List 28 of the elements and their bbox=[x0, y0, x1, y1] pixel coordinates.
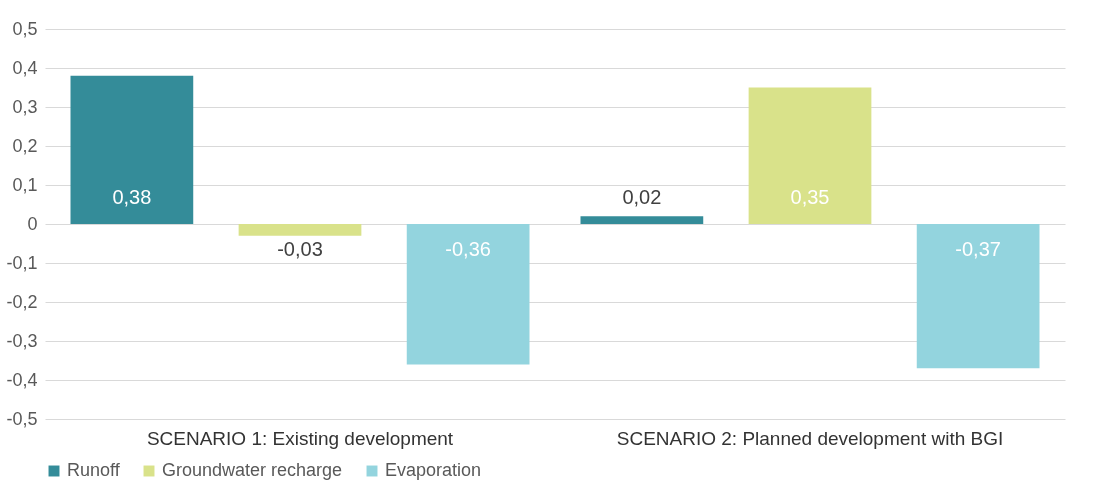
bar bbox=[406, 224, 530, 365]
y-tick-label: 0,4 bbox=[12, 57, 38, 78]
data-label: 0,35 bbox=[790, 186, 830, 208]
y-tick-label: -0,3 bbox=[6, 330, 38, 351]
legend-label: Runoff bbox=[67, 460, 121, 480]
x-tick-label: SCENARIO 1: Existing development bbox=[146, 427, 454, 449]
y-tick-label: 0,5 bbox=[12, 18, 38, 39]
bar bbox=[70, 75, 194, 224]
data-label: 0,38 bbox=[112, 186, 152, 208]
y-tick-label: 0,1 bbox=[12, 174, 38, 195]
data-label: 0,02 bbox=[622, 186, 662, 208]
bar bbox=[238, 224, 362, 236]
y-tick-label: 0,3 bbox=[12, 96, 38, 117]
y-tick-label: 0 bbox=[27, 213, 38, 234]
bar bbox=[916, 224, 1040, 369]
y-tick-label: 0,2 bbox=[12, 135, 38, 156]
legend-label: Groundwater recharge bbox=[162, 460, 343, 480]
legend-label: Evaporation bbox=[385, 460, 482, 480]
data-label: -0,03 bbox=[277, 238, 323, 260]
y-tick-label: -0,5 bbox=[6, 408, 38, 429]
y-tick-label: -0,1 bbox=[6, 252, 38, 273]
bar bbox=[748, 87, 872, 224]
data-label: -0,36 bbox=[445, 238, 491, 260]
y-tick-label: -0,4 bbox=[6, 369, 38, 390]
y-tick-label: -0,2 bbox=[6, 291, 38, 312]
x-tick-label: SCENARIO 2: Planned development with BGI bbox=[616, 427, 1004, 449]
data-label: -0,37 bbox=[955, 238, 1001, 260]
bar bbox=[580, 216, 704, 224]
